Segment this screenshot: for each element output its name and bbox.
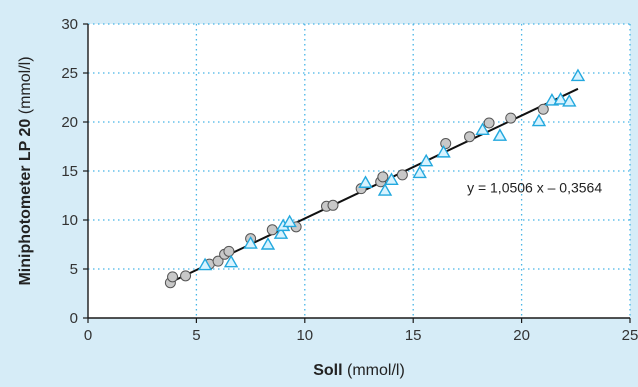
- regression-equation: y = 1,0506 x – 0,3564: [467, 180, 602, 196]
- data-point-triangle: [223, 254, 239, 268]
- data-point-triangle: [384, 172, 399, 186]
- x-tick-label: 0: [84, 327, 92, 344]
- data-point-triangle: [436, 144, 451, 158]
- data-point-triangle: [562, 94, 577, 107]
- y-tick-label: 0: [70, 310, 78, 327]
- x-axis-title-main: Soll: [313, 362, 342, 379]
- x-tick-label: 10: [296, 327, 313, 344]
- data-point-circle: [464, 131, 476, 143]
- data-point-circle: [440, 138, 452, 150]
- data-point-circle: [167, 271, 179, 283]
- axes: [83, 23, 631, 323]
- data-point-circle: [537, 103, 549, 115]
- data-point-triangle: [412, 165, 427, 179]
- data-point-triangle: [243, 236, 258, 249]
- data-point-circle: [180, 270, 192, 282]
- y-axis-title-unit: (mmol/l): [17, 56, 34, 118]
- data-point-circle: [212, 255, 224, 267]
- data-point-triangle: [197, 257, 213, 271]
- data-point-circle: [505, 112, 517, 124]
- x-axis-title-unit: (mmol/l): [343, 362, 405, 379]
- x-tick-label: 5: [192, 327, 200, 344]
- data-point-triangle: [273, 226, 289, 239]
- x-tick-label: 25: [622, 327, 638, 344]
- tick-labels: 0 5 10 15 20 25 0 5 10 15 20 25 30: [61, 16, 638, 344]
- data-point-triangle: [553, 92, 568, 105]
- data-point-triangle: [377, 183, 393, 196]
- data-point-triangle: [475, 122, 490, 136]
- data-point-triangle: [570, 68, 586, 82]
- x-tick-label: 20: [513, 327, 530, 344]
- y-tick-label: 30: [61, 16, 78, 33]
- y-tick-label: 20: [61, 114, 78, 131]
- data-point-triangle: [358, 175, 373, 188]
- data-point-circle: [396, 169, 408, 181]
- data-points: [164, 68, 586, 289]
- y-axis-title-main: Miniphotometer LP 20: [17, 119, 34, 286]
- data-point-triangle: [492, 128, 508, 141]
- data-point-circle: [266, 224, 278, 236]
- y-tick-label: 25: [61, 65, 78, 82]
- y-tick-label: 5: [70, 261, 78, 278]
- data-point-triangle: [531, 113, 547, 127]
- y-tick-label: 10: [61, 212, 78, 229]
- y-tick-label: 15: [61, 163, 78, 180]
- x-axis-title: Soll (mmol/l): [313, 362, 405, 379]
- data-point-triangle: [419, 153, 434, 167]
- data-point-triangle: [260, 237, 276, 250]
- data-point-triangle: [282, 214, 297, 228]
- data-point-circle: [327, 199, 339, 211]
- data-point-circle: [377, 171, 389, 183]
- y-axis-title: Miniphotometer LP 20 (mmol/l): [17, 56, 34, 285]
- data-point-circle: [223, 245, 235, 257]
- data-point-circle: [483, 117, 495, 129]
- x-tick-label: 15: [405, 327, 422, 344]
